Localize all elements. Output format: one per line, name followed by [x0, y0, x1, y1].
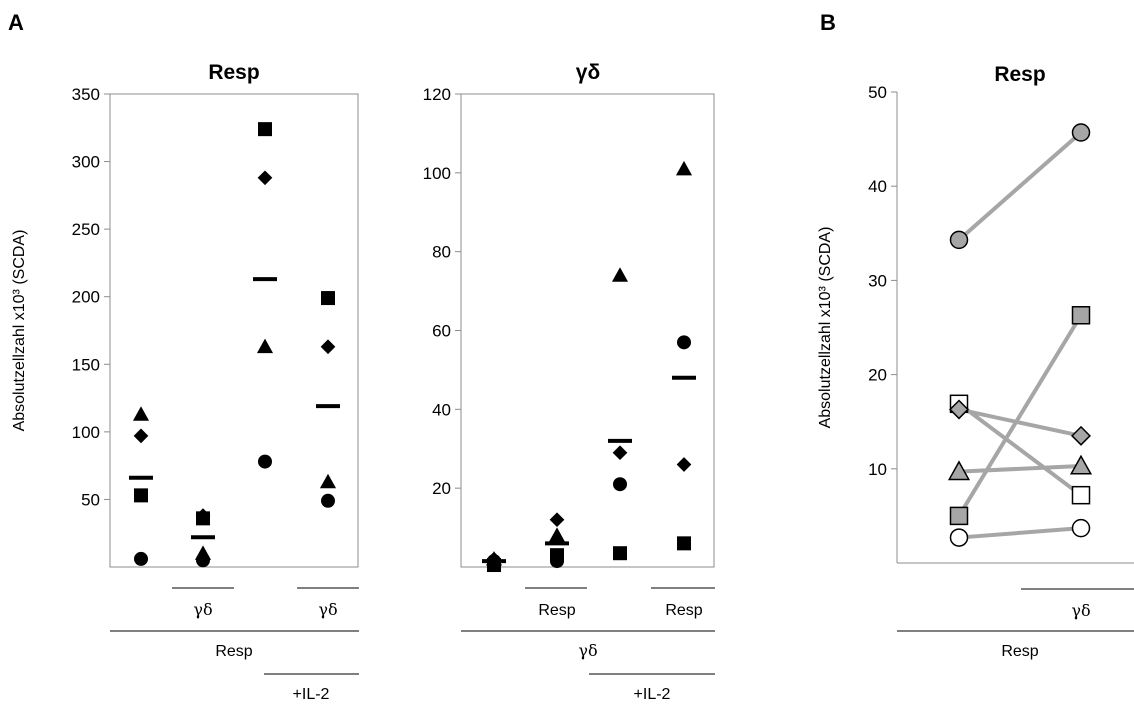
y-tick-label: 350	[72, 85, 100, 104]
data-point-square	[1071, 306, 1091, 325]
y-tick-label: 50	[868, 83, 887, 102]
data-point-circle	[613, 477, 627, 492]
chart-resp-a: 50 100 150 200 250 300 350 Resp Absolutzellzahl …	[11, 61, 359, 703]
y-tick-label: 100	[72, 423, 100, 442]
y-tick-label: 200	[72, 288, 100, 307]
data-point-circle	[550, 554, 564, 569]
group-label: Resp	[1001, 643, 1038, 660]
plot-frame	[460, 93, 715, 568]
y-tick-label: 50	[81, 490, 100, 509]
data-point-triangle	[319, 473, 337, 489]
y-tick-label: 250	[72, 220, 100, 239]
y-tick-label: 100	[423, 164, 451, 183]
data-point-triangle	[132, 406, 150, 421]
series-line	[957, 313, 1083, 518]
category-label: γδ	[1071, 601, 1090, 620]
data-point-triangle	[256, 338, 274, 354]
data-point-square	[613, 546, 627, 561]
data-point-triangle	[548, 527, 566, 542]
data-point-circle	[1071, 123, 1091, 142]
y-tick-label: 40	[432, 400, 451, 419]
series-line	[957, 463, 1083, 474]
group-label: γδ	[578, 641, 597, 660]
category-label: γδ	[318, 600, 337, 619]
data-point-diamond	[1071, 425, 1091, 446]
data-point-diamond	[549, 512, 565, 528]
series-line	[957, 130, 1083, 242]
series-line	[957, 526, 1083, 540]
data-point-diamond	[257, 170, 273, 186]
data-point-square	[196, 511, 210, 526]
series-line	[957, 401, 1083, 498]
data-point-circle	[949, 528, 969, 547]
data-point-triangle	[611, 267, 629, 282]
y-tick-label: 10	[868, 460, 887, 479]
plot-frame	[109, 93, 359, 568]
data-point-diamond	[676, 457, 692, 472]
y-tick-label: 40	[868, 177, 887, 196]
data-point-square	[134, 488, 148, 503]
data-point-triangle	[947, 460, 971, 481]
y-tick-label: 150	[72, 355, 100, 374]
data-point-square	[258, 122, 272, 137]
data-point-square	[677, 536, 691, 551]
chart-title: Resp	[208, 61, 259, 84]
data-point-square	[321, 291, 335, 306]
data-point-circle	[196, 553, 210, 568]
data-point-circle	[321, 493, 335, 508]
chart-title: γδ	[576, 61, 600, 84]
y-tick-label: 80	[432, 243, 451, 262]
y-tick-label: 300	[72, 153, 100, 172]
data-point-square	[949, 506, 969, 526]
data-point-circle	[677, 335, 691, 350]
y-tick-label: 20	[868, 366, 887, 385]
chart-title: Resp	[994, 63, 1045, 86]
data-point-diamond	[133, 428, 149, 444]
y-axis-label: Absolutzellzahl x10³ (SCDA)	[817, 227, 834, 429]
y-tick-label: 20	[432, 479, 451, 498]
data-point-triangle	[1069, 454, 1093, 475]
data-point-circle	[134, 551, 148, 566]
y-tick-label: 60	[432, 322, 451, 341]
group-label: +IL-2	[634, 686, 671, 703]
data-point-diamond	[612, 445, 628, 461]
panel-label-b: B	[820, 10, 836, 35]
data-point-circle	[949, 230, 969, 250]
y-axis-label: Absolutzellzahl x10³ (SCDA)	[11, 230, 28, 432]
group-label: Resp	[215, 643, 252, 660]
y-tick-label: 30	[868, 271, 887, 290]
group-label: +IL-2	[293, 686, 330, 703]
data-point-triangle	[675, 160, 693, 176]
data-point-square	[1071, 485, 1091, 505]
y-tick-label: 120	[423, 85, 451, 104]
data-point-circle	[1071, 518, 1091, 538]
panel-label-a: A	[8, 10, 24, 35]
category-label: Resp	[665, 602, 702, 619]
chart-gd-a: 20 40 60 80 100 120 γδ Resp Resp γδ +IL-2	[423, 61, 715, 703]
data-point-circle	[258, 454, 272, 469]
series-line	[957, 407, 1083, 438]
chart-resp-b: 10 20 30 40 50 Resp Absolutzellzahl x10³ (SCDA…	[817, 63, 1134, 660]
category-label: Resp	[538, 602, 575, 619]
category-label: γδ	[193, 600, 212, 619]
data-point-diamond	[320, 339, 336, 355]
data-point-diamond	[949, 399, 969, 420]
